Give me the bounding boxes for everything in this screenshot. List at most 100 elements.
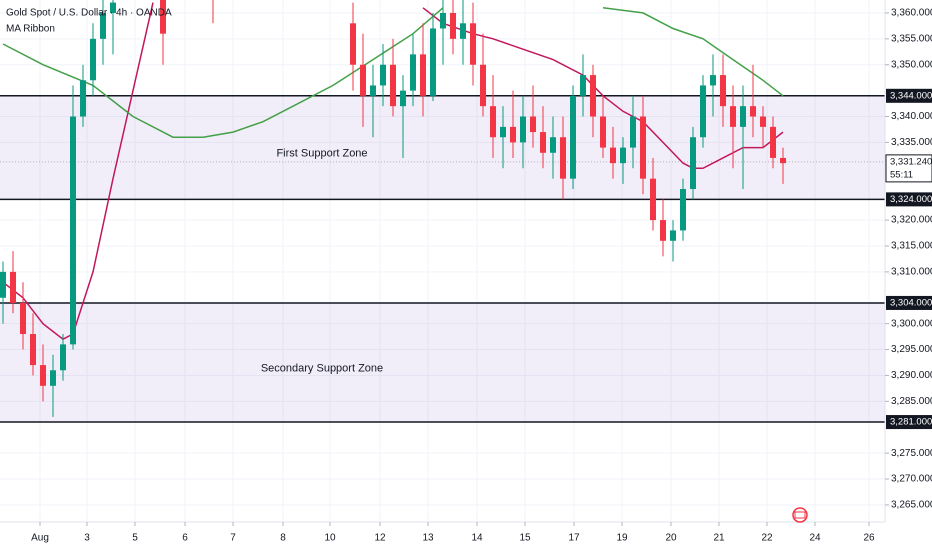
y-tick-label: 3,320.000	[891, 215, 932, 226]
x-tick-label: 26	[863, 533, 875, 544]
level-tag	[886, 192, 932, 207]
y-tick-label: 3,270.000	[891, 474, 932, 485]
candle-body	[680, 189, 686, 231]
x-tick-label: 8	[280, 533, 286, 544]
x-tick-label: 21	[713, 533, 725, 544]
candle-body	[380, 64, 386, 86]
candle-body	[780, 157, 786, 164]
level-tag	[886, 88, 932, 103]
y-tick-label: 3,310.000	[891, 267, 932, 278]
candle-body	[760, 116, 766, 127]
candle-body	[460, 23, 466, 39]
level-label: 3,304.000	[890, 297, 932, 308]
x-tick-label: 6	[182, 533, 188, 544]
y-tick-label: 3,355.000	[891, 33, 932, 44]
candle-body	[710, 75, 716, 86]
candle-body	[620, 147, 626, 164]
candle-body	[720, 75, 726, 107]
candle-body	[700, 85, 706, 138]
last-price-label: 3,331.240	[890, 156, 932, 167]
candle-body	[370, 85, 376, 96]
y-tick-label: 3,290.000	[891, 370, 932, 381]
candle-body	[80, 80, 86, 117]
candle-body	[390, 64, 396, 107]
level-label: 3,281.000	[890, 417, 932, 428]
candle-body	[110, 2, 116, 13]
candle-body	[100, 12, 106, 39]
candle-body	[0, 271, 6, 298]
candle-body	[740, 106, 746, 127]
candle-body	[470, 23, 476, 65]
plot-area	[0, 0, 885, 522]
last-price-tag	[885, 154, 932, 183]
candle-body	[640, 116, 646, 179]
x-tick-label: 17	[568, 533, 580, 544]
candle-body	[50, 370, 56, 386]
y-tick-label: 3,295.000	[891, 344, 932, 355]
event-icon	[792, 507, 808, 523]
y-tick-label: 3,265.000	[891, 500, 932, 511]
candle-body	[430, 28, 436, 96]
candle-body	[480, 64, 486, 107]
candle-body	[500, 126, 506, 138]
candle-body	[410, 54, 416, 91]
chart-title: Gold Spot / U.S. Dollar · 4h · OANDA	[6, 8, 172, 19]
zone-label: Secondary Support Zone	[261, 362, 383, 374]
axes: 3,265.000 3,270.000 3,275.000 3,285.000 3,29…	[31, 8, 932, 544]
candle-body	[750, 106, 756, 117]
candle-body	[400, 90, 406, 107]
y-tick-label: 3,315.000	[891, 241, 932, 252]
candle-body	[20, 302, 26, 335]
y-tick-label: 3,275.000	[891, 448, 932, 459]
candle-body	[70, 116, 76, 345]
x-tick-label: 19	[616, 533, 628, 544]
candle-body	[520, 116, 526, 143]
x-tick-label: 20	[665, 533, 677, 544]
candle-body	[40, 365, 46, 386]
candle-body	[550, 137, 556, 153]
candle-body	[90, 38, 96, 81]
candle-body	[610, 147, 616, 164]
level-label: 3,344.000	[890, 90, 932, 101]
y-tick-label: 3,285.000	[891, 396, 932, 407]
x-tick-label: 15	[519, 533, 531, 544]
candle-body	[420, 54, 426, 96]
y-tick-label: 3,350.000	[891, 59, 932, 70]
candle-body	[570, 95, 576, 179]
candle-body	[770, 126, 776, 158]
x-tick-label: 14	[471, 533, 483, 544]
candle-body	[650, 178, 656, 221]
y-tick-label: 3,300.000	[891, 318, 932, 329]
x-tick-label: 13	[422, 533, 434, 544]
candle-body	[450, 12, 456, 39]
support-zone	[0, 302, 885, 423]
x-tick-label: 7	[230, 533, 236, 544]
countdown: 55:11	[890, 169, 913, 180]
candle-body	[660, 220, 666, 241]
candle-body	[350, 23, 356, 65]
x-tick-label: 3	[84, 533, 90, 544]
candle-body	[730, 106, 736, 127]
candle-body	[510, 126, 516, 143]
candle-body	[10, 271, 16, 303]
y-tick-label: 3,335.000	[891, 137, 932, 148]
x-tick-label: 12	[374, 533, 386, 544]
candle-body	[160, 0, 166, 34]
candle-body	[580, 75, 586, 96]
candle-body	[670, 230, 676, 241]
y-tick-label: 3,360.000	[891, 8, 932, 19]
support-zone	[0, 95, 885, 200]
x-tick-label: 24	[809, 533, 821, 544]
candle-body	[440, 12, 446, 29]
time-axis	[0, 522, 885, 550]
y-tick-label: 3,340.000	[891, 111, 932, 122]
candle-body	[690, 137, 696, 190]
x-tick-label: 5	[132, 533, 138, 544]
zone-label: First Support Zone	[276, 147, 367, 159]
x-tick-label: Aug	[31, 533, 49, 544]
candle-body	[630, 116, 636, 148]
candle-body	[600, 116, 606, 148]
candle-body	[490, 106, 496, 138]
